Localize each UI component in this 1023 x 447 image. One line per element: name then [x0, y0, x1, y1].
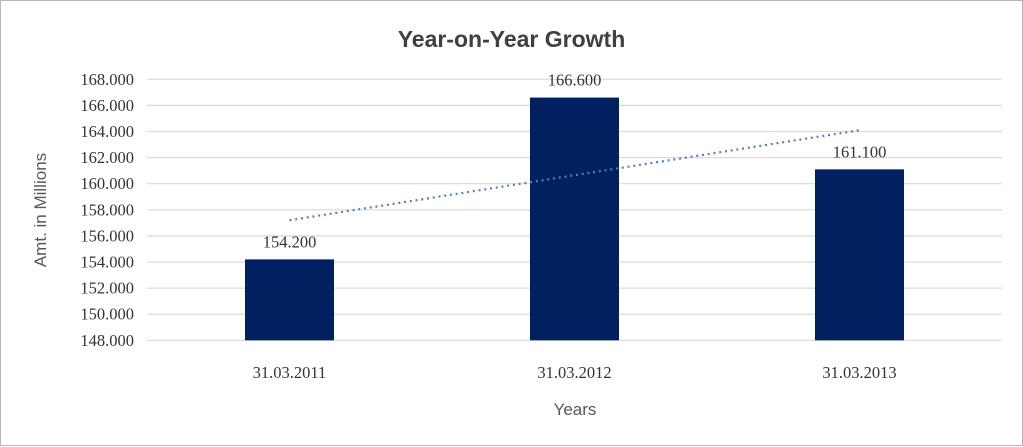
- bar: [530, 97, 619, 341]
- x-tick-label: 31.03.2013: [822, 363, 896, 382]
- bar-data-label: 166.600: [548, 71, 602, 90]
- x-axis-title: Years: [553, 400, 597, 419]
- y-tick-label: 150.000: [80, 305, 134, 324]
- bar-data-label: 154.200: [263, 232, 317, 251]
- y-tick-label: 162.000: [80, 148, 134, 167]
- y-tick-label: 168.000: [80, 70, 134, 89]
- x-tick-label: 31.03.2012: [537, 363, 611, 382]
- y-tick-label: 164.000: [80, 122, 134, 141]
- y-tick-label: 158.000: [80, 200, 134, 219]
- bar: [245, 259, 334, 341]
- chart-title: Year-on-Year Growth: [397, 26, 626, 52]
- x-tick-label: 31.03.2011: [253, 363, 327, 382]
- y-tick-label: 154.000: [80, 253, 134, 272]
- y-tick-label: 156.000: [80, 226, 134, 245]
- y-tick-label: 148.000: [80, 331, 134, 350]
- bar: [815, 169, 904, 341]
- y-tick-label: 166.000: [80, 96, 134, 115]
- bar-data-label: 161.100: [833, 142, 887, 161]
- y-tick-label: 160.000: [80, 174, 134, 193]
- y-tick-label: 152.000: [80, 279, 134, 298]
